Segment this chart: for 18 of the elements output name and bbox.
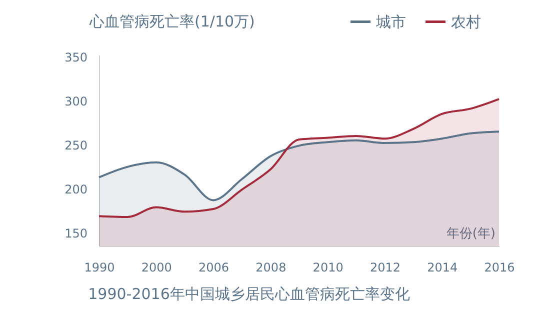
x-tick-label: 2008 <box>256 260 286 274</box>
x-tick-label: 2010 <box>312 260 344 274</box>
x-axis-title: 年份(年) <box>446 226 496 242</box>
x-tick-label: 2012 <box>370 260 400 274</box>
y-tick-label: 300 <box>64 94 88 108</box>
x-tick-label: 2016 <box>484 260 515 274</box>
x-tick-label: 2006 <box>198 260 230 274</box>
x-tick-label: 1990 <box>84 260 115 274</box>
y-tick-label: 350 <box>64 50 88 64</box>
y-tick-label: 250 <box>64 138 88 152</box>
y-axis-title: 心血管病死亡率(1/10万) <box>88 12 255 30</box>
x-tick-label: 2000 <box>141 260 172 274</box>
legend-label: 城市 <box>375 12 406 31</box>
x-tick-label: 2014 <box>427 260 458 274</box>
text: 1990-2016年中国城乡居民心血管病死亡率变化 <box>88 285 410 303</box>
y-tick-label: 200 <box>64 182 88 196</box>
legend-label: 农村 <box>451 12 481 31</box>
y-tick-label: 150 <box>64 226 88 240</box>
